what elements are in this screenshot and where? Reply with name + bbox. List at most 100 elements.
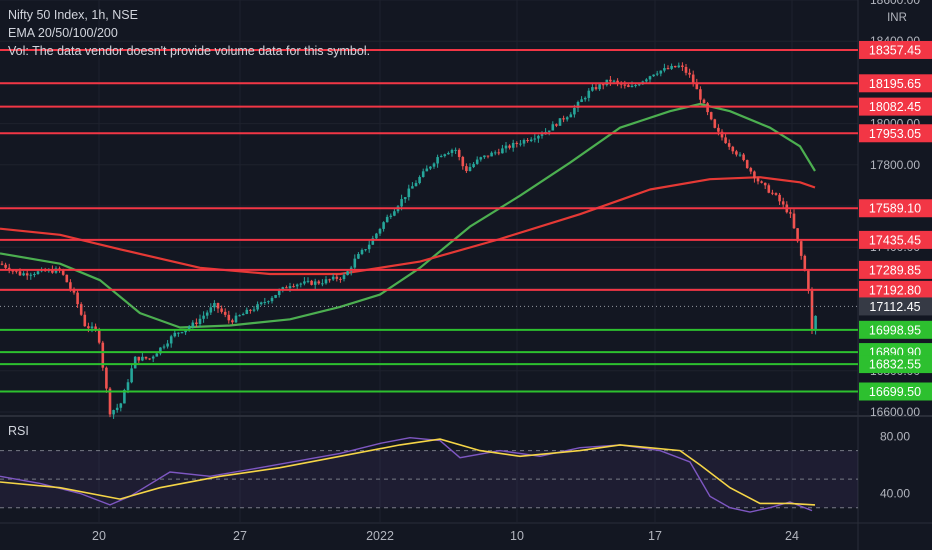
candle-body: [339, 278, 342, 280]
time-tick-label: 20: [92, 529, 106, 543]
candle-body: [281, 287, 285, 291]
candle-body: [522, 140, 526, 144]
price-tag[interactable]: [859, 124, 932, 143]
candle-body: [360, 249, 364, 255]
rsi-tick-label: 40.00: [880, 486, 910, 500]
symbol-title[interactable]: Nifty 50 Index, 1h, NSE: [8, 8, 138, 22]
candle-body: [580, 99, 583, 103]
candle-body: [688, 72, 691, 75]
candle-body: [83, 314, 87, 327]
candle-body: [241, 313, 245, 316]
candle-body: [515, 142, 519, 144]
candle-body: [648, 76, 652, 80]
price-tag[interactable]: [859, 320, 932, 339]
candle-body: [267, 301, 270, 303]
candle-body: [364, 249, 367, 251]
price-tag[interactable]: [859, 280, 932, 299]
candle-body: [313, 281, 317, 285]
candle-body: [205, 312, 209, 316]
candle-body: [533, 138, 537, 140]
indicator-volume-label[interactable]: Vol: The data vendor doesn't provide vol…: [8, 44, 371, 58]
price-tag[interactable]: [859, 297, 932, 316]
candle-body: [277, 290, 281, 296]
candle-body: [299, 283, 303, 285]
candle-body: [673, 65, 677, 68]
candle-body: [378, 228, 382, 234]
candle-body: [587, 90, 591, 98]
candle-body: [238, 315, 241, 317]
candle-body: [94, 326, 97, 330]
candle-body: [11, 270, 15, 272]
candle-body: [695, 83, 699, 90]
candle-body: [778, 194, 781, 202]
candle-body: [501, 148, 504, 154]
price-tag-label: 18082.45: [869, 100, 921, 114]
price-tag[interactable]: [859, 199, 932, 218]
price-tag[interactable]: [859, 40, 932, 59]
candle-body: [342, 275, 346, 280]
candle-body: [133, 356, 137, 369]
price-tag[interactable]: [859, 74, 932, 93]
price-tag[interactable]: [859, 260, 932, 279]
indicator-ema-label[interactable]: EMA 20/50/100/200: [8, 26, 118, 40]
candle-body: [432, 163, 436, 167]
candle-body: [443, 154, 447, 157]
candle-body: [717, 127, 720, 132]
candle-body: [61, 269, 65, 275]
candle-body: [137, 356, 141, 361]
rsi-title[interactable]: RSI: [8, 424, 29, 438]
candle-body: [789, 212, 792, 214]
candle-body: [724, 137, 727, 144]
price-tag[interactable]: [859, 230, 932, 249]
time-axis[interactable]: 20 27 2022 10 17 24: [92, 529, 799, 543]
candle-body: [623, 84, 627, 86]
candle-body: [234, 315, 238, 323]
candle-body: [126, 382, 130, 390]
candle-body: [119, 403, 123, 408]
candle-body: [357, 254, 360, 259]
candle-body: [760, 181, 763, 183]
time-tick-label: 2022: [366, 529, 394, 543]
candle-body: [609, 79, 612, 82]
candle-body: [612, 80, 616, 82]
candle-body: [371, 238, 375, 245]
horizontal-levels[interactable]: [0, 48, 858, 393]
candle-body: [288, 286, 292, 289]
time-tick-label: 27: [233, 529, 247, 543]
candle-body: [15, 270, 18, 272]
candle-body: [465, 166, 468, 172]
candle-body: [213, 303, 216, 308]
candle-body: [159, 347, 162, 354]
candle-body: [749, 168, 753, 172]
candle-body: [403, 197, 407, 200]
candle-body: [353, 258, 357, 268]
candle-body: [594, 87, 598, 90]
price-axis[interactable]: 16600.0016800.0017000.0017200.0017400.00…: [859, 0, 932, 500]
candle-body: [105, 367, 108, 389]
candle-body: [335, 276, 339, 279]
time-tick-label: 17: [648, 529, 662, 543]
candle-body: [558, 118, 562, 126]
candle-body: [508, 145, 511, 148]
price-candles: [0, 62, 817, 419]
candle-body: [310, 280, 313, 285]
price-tag[interactable]: [859, 97, 932, 116]
candle-body: [90, 326, 94, 329]
candle-body: [324, 279, 328, 284]
price-tag[interactable]: [859, 382, 932, 401]
candle-body: [591, 87, 594, 91]
candle-body: [303, 281, 306, 284]
candle-body: [753, 171, 756, 179]
candle-body: [450, 149, 454, 153]
currency-label: INR: [887, 12, 907, 24]
candle-body: [389, 215, 393, 217]
candle-body: [144, 356, 148, 359]
candle-body: [454, 149, 457, 151]
candle-body: [659, 70, 663, 74]
candle-body: [742, 154, 745, 161]
candle-body: [479, 157, 483, 160]
price-tag[interactable]: [859, 355, 932, 374]
candle-body: [367, 244, 371, 250]
candle-body: [249, 309, 252, 311]
